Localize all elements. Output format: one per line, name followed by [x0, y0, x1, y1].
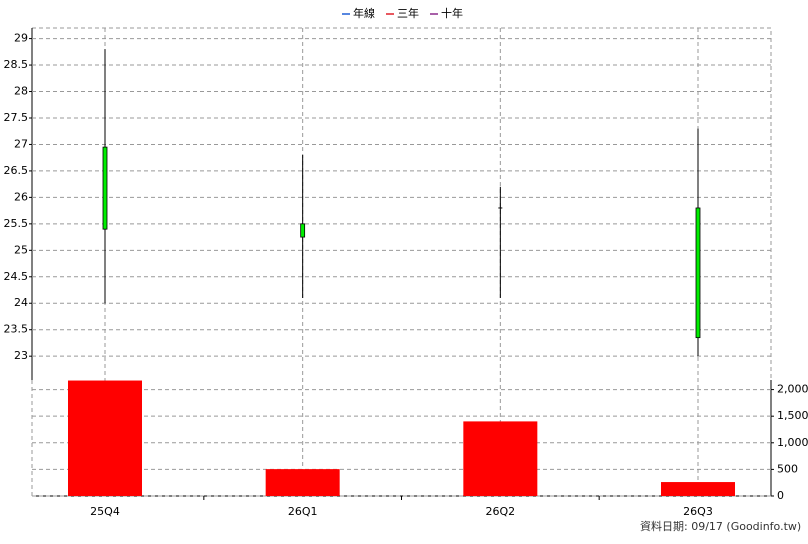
- y-tick-label: 23.5: [4, 323, 29, 336]
- y-tick-label: 25.5: [4, 217, 29, 230]
- volume-bar: [265, 469, 340, 496]
- x-tick-label: 26Q3: [683, 505, 713, 518]
- y2-tick-label: 2,000: [777, 383, 808, 396]
- y2-tick-label: 1,000: [777, 436, 808, 449]
- x-tick-label: 26Q2: [486, 505, 516, 518]
- y-tick-label: 24: [14, 296, 28, 309]
- volume-bar: [463, 421, 538, 496]
- candle-body: [102, 146, 108, 230]
- x-tick-label: 26Q1: [288, 505, 318, 518]
- y-tick-label: 25: [14, 243, 28, 256]
- plot-frame: [31, 27, 772, 497]
- candle-body: [300, 223, 306, 238]
- x-tick-label: 25Q4: [90, 505, 120, 518]
- y-tick-label: 28: [14, 85, 28, 98]
- y-tick-label: 26.5: [4, 164, 29, 177]
- legend-label: 十年: [441, 6, 463, 20]
- y2-tick-label: 500: [777, 462, 798, 475]
- legend-label: 年線: [353, 6, 375, 20]
- y-tick-label: 28.5: [4, 58, 29, 71]
- legend-label: 三年: [397, 6, 419, 20]
- y-tick-label: 23: [14, 349, 28, 362]
- y-tick-label: 27: [14, 137, 28, 150]
- candle-body: [695, 207, 701, 339]
- volume-bar: [68, 380, 142, 496]
- y2-tick-label: 0: [777, 489, 784, 502]
- y-tick-label: 27.5: [4, 111, 29, 124]
- y2-tick-label: 1,500: [777, 409, 808, 422]
- y-tick-label: 24.5: [4, 270, 29, 283]
- y-tick-label: 26: [14, 190, 28, 203]
- y-tick-label: 29: [14, 32, 28, 45]
- source-note: 資料日期: 09/17 (Goodinfo.tw): [640, 519, 801, 533]
- volume-bar: [661, 482, 735, 496]
